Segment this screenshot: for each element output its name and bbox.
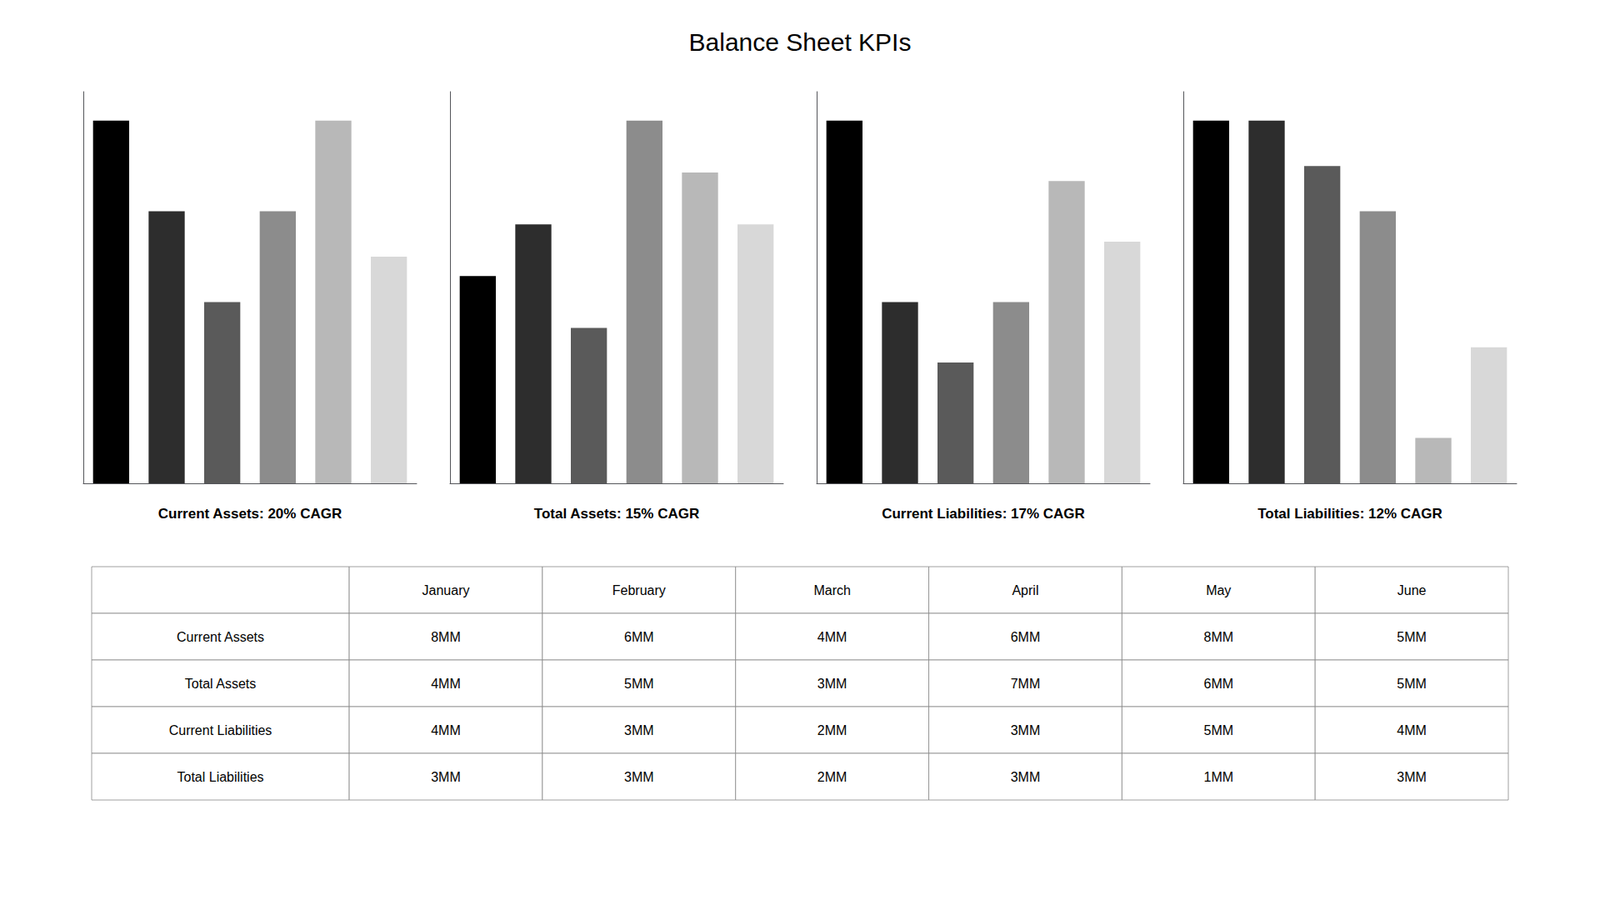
svg-text:3MM: 3MM xyxy=(1396,770,1427,785)
svg-text:7MM: 7MM xyxy=(1010,676,1041,691)
svg-text:3MM: 3MM xyxy=(817,676,848,691)
svg-text:1MM: 1MM xyxy=(1203,770,1234,785)
svg-text:4MM: 4MM xyxy=(817,630,848,645)
svg-text:3MM: 3MM xyxy=(624,723,655,738)
svg-text:3MM: 3MM xyxy=(1010,723,1041,738)
svg-text:Total Liabilities: 12% CAGR: Total Liabilities: 12% CAGR xyxy=(1257,505,1443,522)
svg-text:5MM: 5MM xyxy=(1396,630,1427,645)
svg-text:June: June xyxy=(1397,583,1427,598)
svg-text:2MM: 2MM xyxy=(817,723,848,738)
svg-text:5MM: 5MM xyxy=(1396,676,1427,691)
svg-text:8MM: 8MM xyxy=(430,630,461,645)
svg-text:3MM: 3MM xyxy=(1010,770,1041,785)
svg-text:6MM: 6MM xyxy=(1010,630,1041,645)
svg-text:2MM: 2MM xyxy=(817,770,848,785)
svg-text:Current Liabilities: Current Liabilities xyxy=(169,723,273,738)
svg-text:8MM: 8MM xyxy=(1203,630,1234,645)
svg-text:May: May xyxy=(1205,583,1231,598)
svg-text:Total Liabilities: Total Liabilities xyxy=(177,770,265,785)
svg-text:4MM: 4MM xyxy=(1396,723,1427,738)
svg-text:4MM: 4MM xyxy=(430,723,461,738)
svg-text:3MM: 3MM xyxy=(430,770,461,785)
svg-text:6MM: 6MM xyxy=(624,630,655,645)
svg-text:January: January xyxy=(422,583,470,598)
svg-text:April: April xyxy=(1011,583,1039,598)
svg-text:Current Assets: 20% CAGR: Current Assets: 20% CAGR xyxy=(158,505,342,522)
svg-text:February: February xyxy=(612,583,666,598)
svg-text:3MM: 3MM xyxy=(624,770,655,785)
svg-text:Current Liabilities: 17% CAGR: Current Liabilities: 17% CAGR xyxy=(881,505,1085,522)
svg-text:Total Assets: 15% CAGR: Total Assets: 15% CAGR xyxy=(534,505,700,522)
svg-text:5MM: 5MM xyxy=(1203,723,1234,738)
svg-text:5MM: 5MM xyxy=(624,676,655,691)
svg-text:Current Assets: Current Assets xyxy=(176,630,265,645)
svg-text:Total Assets: Total Assets xyxy=(185,676,256,691)
svg-text:4MM: 4MM xyxy=(430,676,461,691)
svg-text:March: March xyxy=(813,583,850,598)
svg-text:Balance Sheet KPIs: Balance Sheet KPIs xyxy=(689,28,912,56)
svg-text:6MM: 6MM xyxy=(1203,676,1234,691)
